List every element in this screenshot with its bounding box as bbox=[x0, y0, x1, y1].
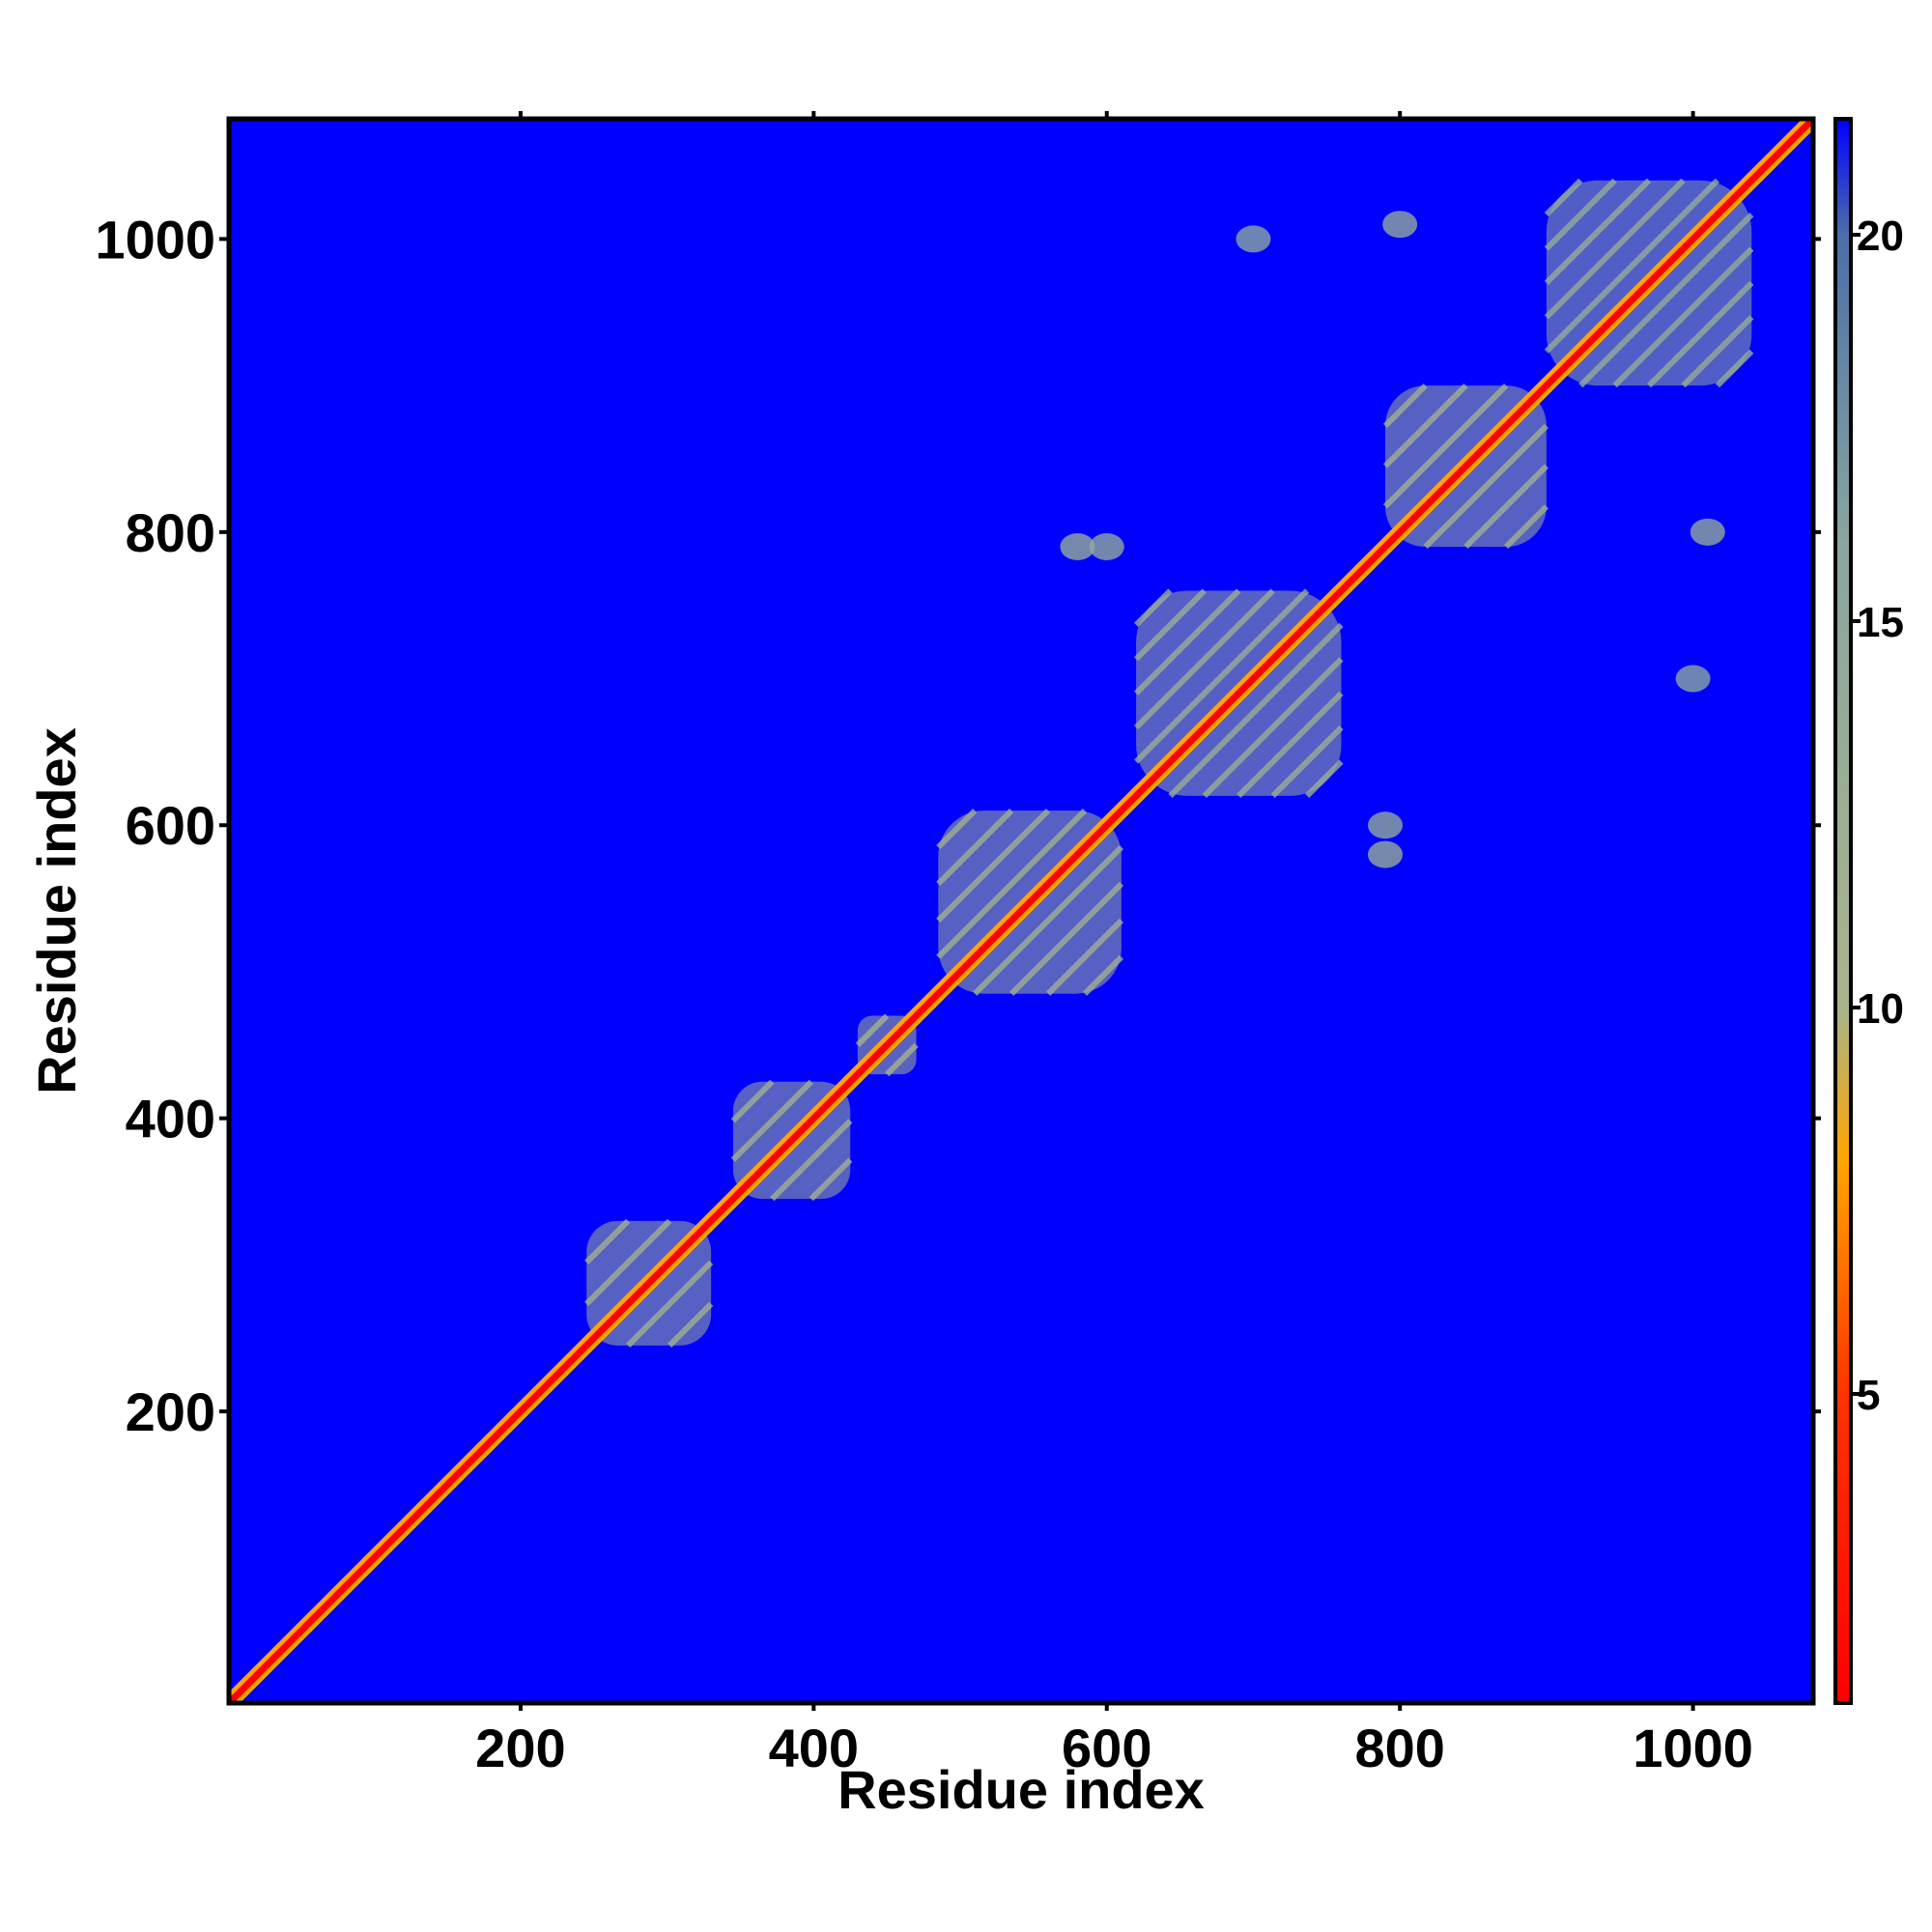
antiparallel-contact-line bbox=[885, 1042, 919, 1077]
y-tick-label: 200 bbox=[126, 1381, 215, 1442]
antiparallel-contact-line bbox=[1045, 918, 1124, 996]
antiparallel-contact-line bbox=[1544, 178, 1686, 320]
colorbar-tick-label: 10 bbox=[1857, 985, 1904, 1033]
off-diagonal-contact-3-mirror bbox=[1382, 211, 1418, 239]
antiparallel-contact-line bbox=[1423, 423, 1549, 550]
colorbar: 5 10 15 20 bbox=[1813, 117, 1904, 1705]
antiparallel-contact-line bbox=[584, 1218, 672, 1306]
antiparallel-contact-line bbox=[1382, 383, 1509, 509]
antiparallel-contact-line bbox=[936, 808, 1051, 923]
y-tick-label: 600 bbox=[126, 795, 215, 856]
antiparallel-contact-line bbox=[936, 808, 1088, 959]
antiparallel-contact-line bbox=[936, 808, 1014, 887]
heatmap-plot-area bbox=[226, 116, 1816, 1706]
antiparallel-contact-line bbox=[626, 1260, 714, 1348]
x-tick-label: 400 bbox=[769, 1718, 859, 1778]
antiparallel-contact-line bbox=[855, 1013, 890, 1047]
antiparallel-contact-line bbox=[730, 1079, 813, 1162]
off-diagonal-contact-2-mirror bbox=[1675, 665, 1711, 693]
colorbar-gradient bbox=[1833, 117, 1853, 1705]
antiparallel-contact-line bbox=[584, 1218, 631, 1264]
antiparallel-contact-line bbox=[1504, 504, 1549, 550]
y-tick-label: 400 bbox=[126, 1089, 215, 1150]
x-tick-label: 200 bbox=[475, 1718, 565, 1778]
antiparallel-contact-line bbox=[936, 808, 978, 850]
y-axis-label: Residue index bbox=[26, 727, 87, 1094]
antiparallel-contact-line bbox=[1133, 588, 1275, 730]
colorbar-tick-label: 15 bbox=[1857, 599, 1904, 646]
antiparallel-contact-line bbox=[730, 1079, 775, 1123]
antiparallel-contact-line bbox=[1544, 178, 1583, 217]
x-axis-ticks: 200 400 600 800 1000 bbox=[475, 111, 1753, 1778]
antiparallel-contact-line bbox=[1715, 349, 1754, 388]
off-diagonal-contact-2 bbox=[1236, 225, 1271, 253]
antiparallel-contact-line bbox=[1168, 622, 1344, 799]
antiparallel-contact-line bbox=[809, 1157, 853, 1202]
antiparallel-contact-line bbox=[1304, 759, 1344, 799]
x-tick-label: 1000 bbox=[1633, 1718, 1753, 1778]
colorbar-ticks: 5 10 15 20 bbox=[1813, 213, 1904, 1419]
x-tick-label: 800 bbox=[1354, 1718, 1444, 1778]
antiparallel-contact-line bbox=[1578, 212, 1754, 388]
antiparallel-contact-line bbox=[1236, 691, 1344, 799]
colorbar-tick-label: 5 bbox=[1857, 1372, 1880, 1419]
plot-frame bbox=[226, 116, 1816, 1706]
off-diagonal-contact-1 bbox=[1089, 532, 1124, 560]
antiparallel-contact-line bbox=[1382, 383, 1428, 428]
antiparallel-contact-line bbox=[1681, 315, 1754, 388]
antiparallel-contact-line bbox=[973, 844, 1124, 996]
antiparallel-contact-line bbox=[668, 1301, 714, 1348]
antiparallel-contact-line bbox=[1133, 588, 1310, 764]
off-diagonal-contact-4 bbox=[1368, 840, 1404, 868]
antiparallel-contact-line bbox=[1009, 881, 1124, 996]
antiparallel-contact-line bbox=[1463, 464, 1549, 550]
off-diagonal-contact-3 bbox=[1690, 518, 1725, 546]
antiparallel-contact-line bbox=[1612, 246, 1754, 388]
x-tick-label: 600 bbox=[1062, 1718, 1151, 1778]
antiparallel-contact-line bbox=[1202, 657, 1344, 799]
antiparallel-contact-line bbox=[1544, 178, 1720, 354]
antiparallel-contact-line bbox=[770, 1119, 853, 1202]
y-tick-label: 800 bbox=[126, 502, 215, 563]
antiparallel-contact-line bbox=[1544, 178, 1617, 251]
antiparallel-contact-line bbox=[1133, 588, 1173, 628]
y-tick-label: 1000 bbox=[95, 209, 215, 270]
antiparallel-contact-line bbox=[1133, 588, 1208, 662]
antiparallel-contact-line bbox=[1382, 383, 1468, 469]
antiparallel-contact-line bbox=[1646, 280, 1754, 388]
off-diagonal-contact-1-mirror bbox=[1368, 811, 1404, 839]
off-diagonal-contact-4-mirror bbox=[1060, 532, 1095, 560]
diagonal-self-contact bbox=[229, 119, 1813, 1703]
antiparallel-contact-line bbox=[1082, 954, 1124, 996]
antiparallel-contact-line bbox=[1270, 724, 1344, 799]
antiparallel-contact-line bbox=[1133, 588, 1241, 696]
colorbar-tick-label: 20 bbox=[1857, 213, 1904, 260]
y-axis-ticks: 200 400 600 800 1000 bbox=[95, 209, 229, 1442]
antiparallel-contact-line bbox=[1544, 178, 1652, 286]
heatmap-cells bbox=[229, 119, 1813, 1703]
x-axis-label: Residue index bbox=[838, 1759, 1205, 1820]
